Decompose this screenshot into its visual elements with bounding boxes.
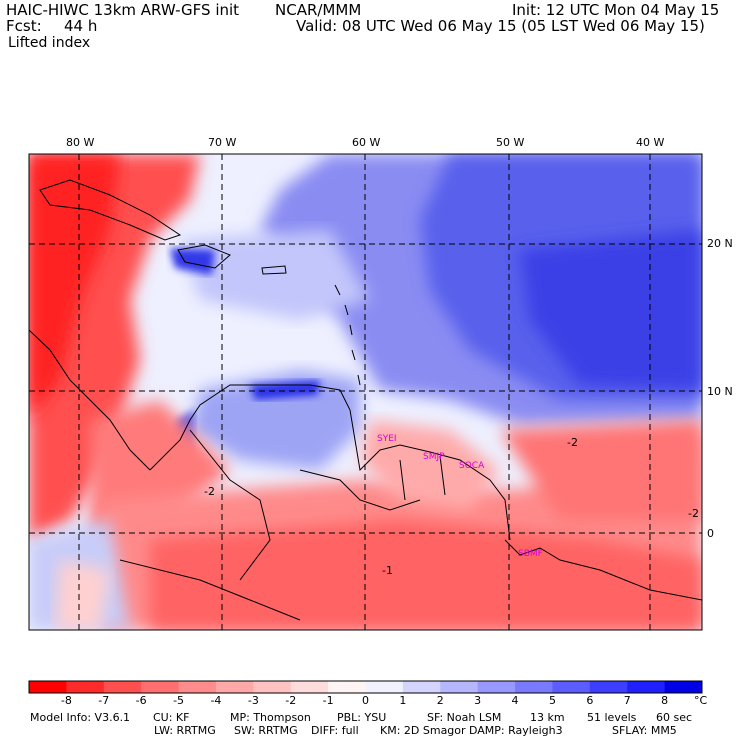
colorbar-tick-label: 2: [436, 694, 444, 707]
graticule: [29, 154, 702, 630]
colorbar-tick-label: -2: [285, 694, 297, 707]
colorbar-tick-label: -4: [210, 694, 222, 707]
contour-label: -2: [688, 507, 699, 520]
colorbar-tick-label: -8: [60, 694, 72, 707]
station-syei: SYEI: [377, 434, 397, 444]
lon-label-60w: 60 W: [352, 136, 381, 149]
model-info-item: PBL: YSU: [337, 711, 387, 724]
colorbar-unit: °C: [694, 694, 708, 707]
lat-label-10n: 10 N: [707, 385, 733, 398]
colorbar-tick-label: 1: [399, 694, 407, 707]
colorbar-swatch: [253, 681, 292, 693]
colorbar-swatch: [664, 681, 703, 693]
model-info-item: DIFF: full: [311, 724, 359, 737]
forecast-label: Fcst:: [6, 17, 42, 35]
colorbar-tick-label: 7: [623, 694, 631, 707]
model-info-item: DAMP: Rayleigh3: [469, 724, 563, 737]
colorbar-swatch: [552, 681, 591, 693]
forecast-hour: 44 h: [64, 17, 98, 35]
colorbar-tick-label: -5: [173, 694, 185, 707]
colorbar-swatch: [515, 681, 553, 693]
colorbar-swatch: [477, 681, 516, 693]
valid-time: Valid: 08 UTC Wed 06 May 15 (05 LST Wed …: [296, 17, 705, 35]
colorbar-tick-label: -3: [247, 694, 259, 707]
colorbar-swatch: [66, 681, 105, 693]
colorbar-swatch: [103, 681, 142, 693]
map-frame: [28, 153, 703, 631]
lon-label-80w: 80 W: [66, 136, 95, 149]
colorbar-tick-label: 5: [548, 694, 556, 707]
lon-label-40w: 40 W: [636, 136, 665, 149]
colorbar-tick-label: -7: [98, 694, 110, 707]
colorbar-tick-label: 3: [474, 694, 482, 707]
colorbar: [28, 680, 703, 694]
init-time: Init: 12 UTC Mon 04 May 15: [512, 1, 720, 19]
colorbar-swatch: [141, 681, 180, 693]
colorbar-swatch: [402, 681, 441, 693]
colorbar-tick-label: 4: [511, 694, 519, 707]
colorbar-tick-label: 6: [586, 694, 594, 707]
model-info-item: SW: RRTMG: [234, 724, 298, 737]
model-info-item: SFLAY: MM5: [612, 724, 677, 737]
model-info-item: MP: Thompson: [230, 711, 311, 724]
model-info-item: 13 km: [530, 711, 565, 724]
lon-label-70w: 70 W: [208, 136, 237, 149]
colorbar-swatch: [178, 681, 217, 693]
colorbar-swatch: [440, 681, 479, 693]
station-sbmf: SBMF: [518, 549, 543, 559]
contour-label: -2: [204, 485, 215, 498]
colorbar-swatch: [627, 681, 666, 693]
colorbar-swatch: [215, 681, 254, 693]
model-info-item: SF: Noah LSM: [427, 711, 502, 724]
org-label: NCAR/MMM: [275, 1, 362, 19]
model-info-item: 51 levels: [587, 711, 637, 724]
colorbar-swatch: [365, 681, 404, 693]
coastlines: [29, 179, 702, 621]
model-info-item: Model Info: V3.6.1: [30, 711, 131, 724]
colorbar-tick-label: 0: [362, 694, 369, 707]
lat-label-20n: 20 N: [707, 237, 733, 250]
colorbar-tick-label: 8: [661, 694, 669, 707]
colorbar-tick-label: -1: [322, 694, 334, 707]
colorbar-frame: [28, 680, 703, 694]
model-title: HAIC-HIWC 13km ARW-GFS init: [6, 1, 240, 19]
colorbar-tick-label: -6: [135, 694, 147, 707]
station-soca: SOCA: [459, 461, 485, 471]
colorbar-swatch: [290, 681, 329, 693]
colorbar-swatch: [328, 681, 366, 693]
map-field: [29, 154, 702, 630]
model-info-item: LW: RRTMG: [154, 724, 216, 737]
lon-label-50w: 50 W: [496, 136, 525, 149]
colorbar-swatch: [29, 681, 67, 693]
contour-label: -1: [382, 564, 393, 577]
station-smjp: SMJP: [423, 452, 445, 462]
contour-label: -2: [567, 436, 578, 449]
model-info-item: CU: KF: [153, 711, 190, 724]
model-info-item: KM: 2D Smagor: [380, 724, 466, 737]
field-name: Lifted index: [8, 35, 91, 51]
colorbar-swatch: [589, 681, 628, 693]
lat-label-equator: 0: [707, 527, 714, 540]
model-info-item: 60 sec: [656, 711, 693, 724]
